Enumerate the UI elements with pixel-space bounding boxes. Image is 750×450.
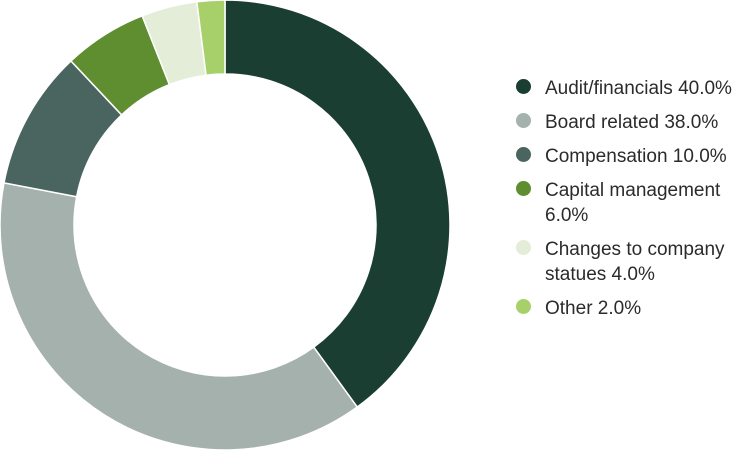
legend-label: Capital management 6.0%	[545, 180, 721, 226]
legend-label: Board related 38.0%	[545, 112, 719, 133]
legend-item: Other 2.0%	[516, 296, 746, 321]
slice-audit-financials	[224, 0, 451, 409]
legend-label: Compensation 10.0%	[545, 146, 727, 167]
legend-item: Changes to company statues 4.0%	[516, 237, 746, 287]
donut-slices	[0, 0, 451, 450]
legend-swatch	[516, 79, 531, 94]
legend-label: Changes to company statues 4.0%	[545, 239, 725, 285]
legend-swatch	[516, 240, 531, 255]
legend-item: Audit/financials 40.0%	[516, 76, 746, 101]
legend-label: Audit/financials 40.0%	[545, 78, 732, 99]
legend-item: Board related 38.0%	[516, 110, 746, 135]
legend-swatch	[516, 299, 531, 314]
legend-item: Capital management 6.0%	[516, 178, 746, 228]
slice-other	[195, 0, 226, 77]
chart-legend: Audit/financials 40.0% Board related 38.0…	[516, 76, 746, 330]
legend-swatch	[516, 181, 531, 196]
legend-swatch	[516, 147, 531, 162]
legend-item: Compensation 10.0%	[516, 144, 746, 169]
legend-swatch	[516, 113, 531, 128]
legend-label: Other 2.0%	[545, 298, 642, 319]
slice-board-related	[0, 181, 359, 450]
